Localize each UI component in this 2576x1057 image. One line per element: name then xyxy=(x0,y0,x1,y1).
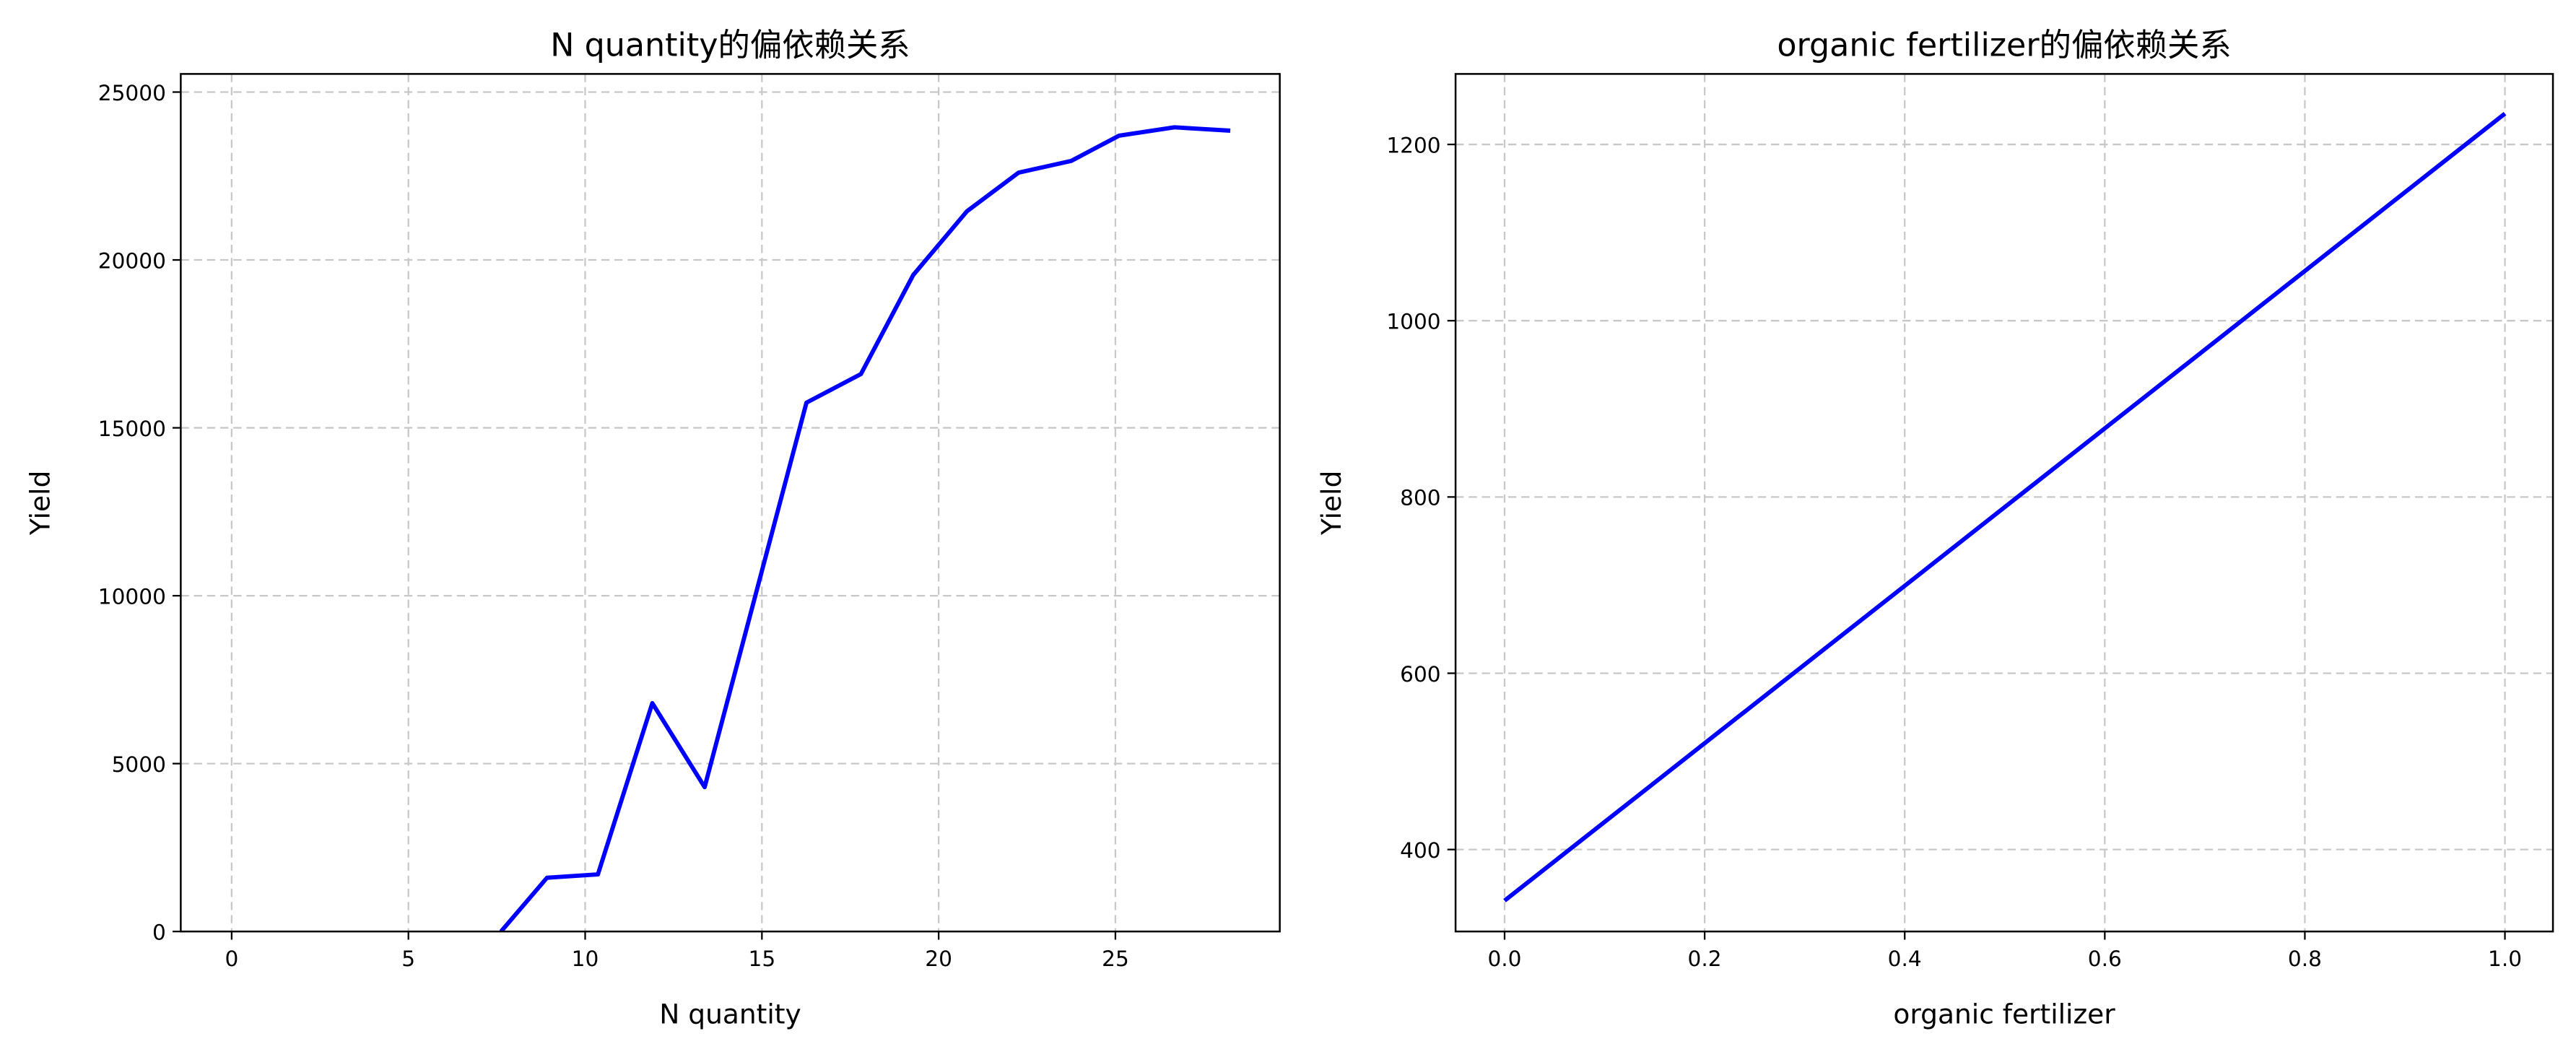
x-tick-label: 0.4 xyxy=(1888,947,1922,971)
y-tick-label: 1000 xyxy=(1386,310,1440,334)
x-axis-label: organic fertilizer xyxy=(1893,999,2115,1030)
y-tick-label: 600 xyxy=(1400,662,1440,687)
x-axis-label: N quantity xyxy=(659,999,801,1030)
x-tick-label: 0.0 xyxy=(1487,947,1521,971)
y-tick-label: 10000 xyxy=(98,584,166,609)
x-tick-label: 0.8 xyxy=(2288,947,2322,971)
axes-frame xyxy=(1454,73,2554,933)
y-tick-label: 5000 xyxy=(112,752,166,777)
x-tick-label: 20 xyxy=(925,947,952,971)
y-tick-label: 1200 xyxy=(1386,133,1440,157)
y-tick-label: 400 xyxy=(1400,838,1440,863)
data-line xyxy=(1503,112,2507,902)
data-line xyxy=(499,125,1231,932)
y-axis-label: Yield xyxy=(24,471,56,536)
y-tick-label: 20000 xyxy=(98,248,166,273)
y-tick-label: 25000 xyxy=(98,81,166,105)
x-tick-label: 10 xyxy=(572,947,599,971)
x-tick-label: 25 xyxy=(1102,947,1129,971)
chart: 0 5 10 15 20 25 0 5000 10000 15000 20000 25000 N qua… xyxy=(24,27,1281,1030)
x-tick-label: 15 xyxy=(748,947,775,971)
chart: 0.0 0.2 0.4 0.6 0.8 1.0 400 600 800 1000 1200 organ… xyxy=(1315,27,2554,1030)
chart-title: organic fertilizer的偏依赖关系 xyxy=(1777,27,2231,64)
x-tick-label: 1.0 xyxy=(2488,947,2522,971)
chart-title: N quantity的偏依赖关系 xyxy=(550,27,910,64)
y-tick-label: 800 xyxy=(1400,486,1440,510)
x-tick-label: 5 xyxy=(401,947,415,971)
y-tick-label: 0 xyxy=(152,921,166,945)
x-tick-label: 0.2 xyxy=(1688,947,1722,971)
axes-frame xyxy=(180,73,1281,933)
y-tick-label: 15000 xyxy=(98,417,166,441)
x-tick-label: 0.6 xyxy=(2088,947,2122,971)
x-tick-label: 0 xyxy=(225,947,238,971)
y-axis-label: Yield xyxy=(1315,471,1347,536)
